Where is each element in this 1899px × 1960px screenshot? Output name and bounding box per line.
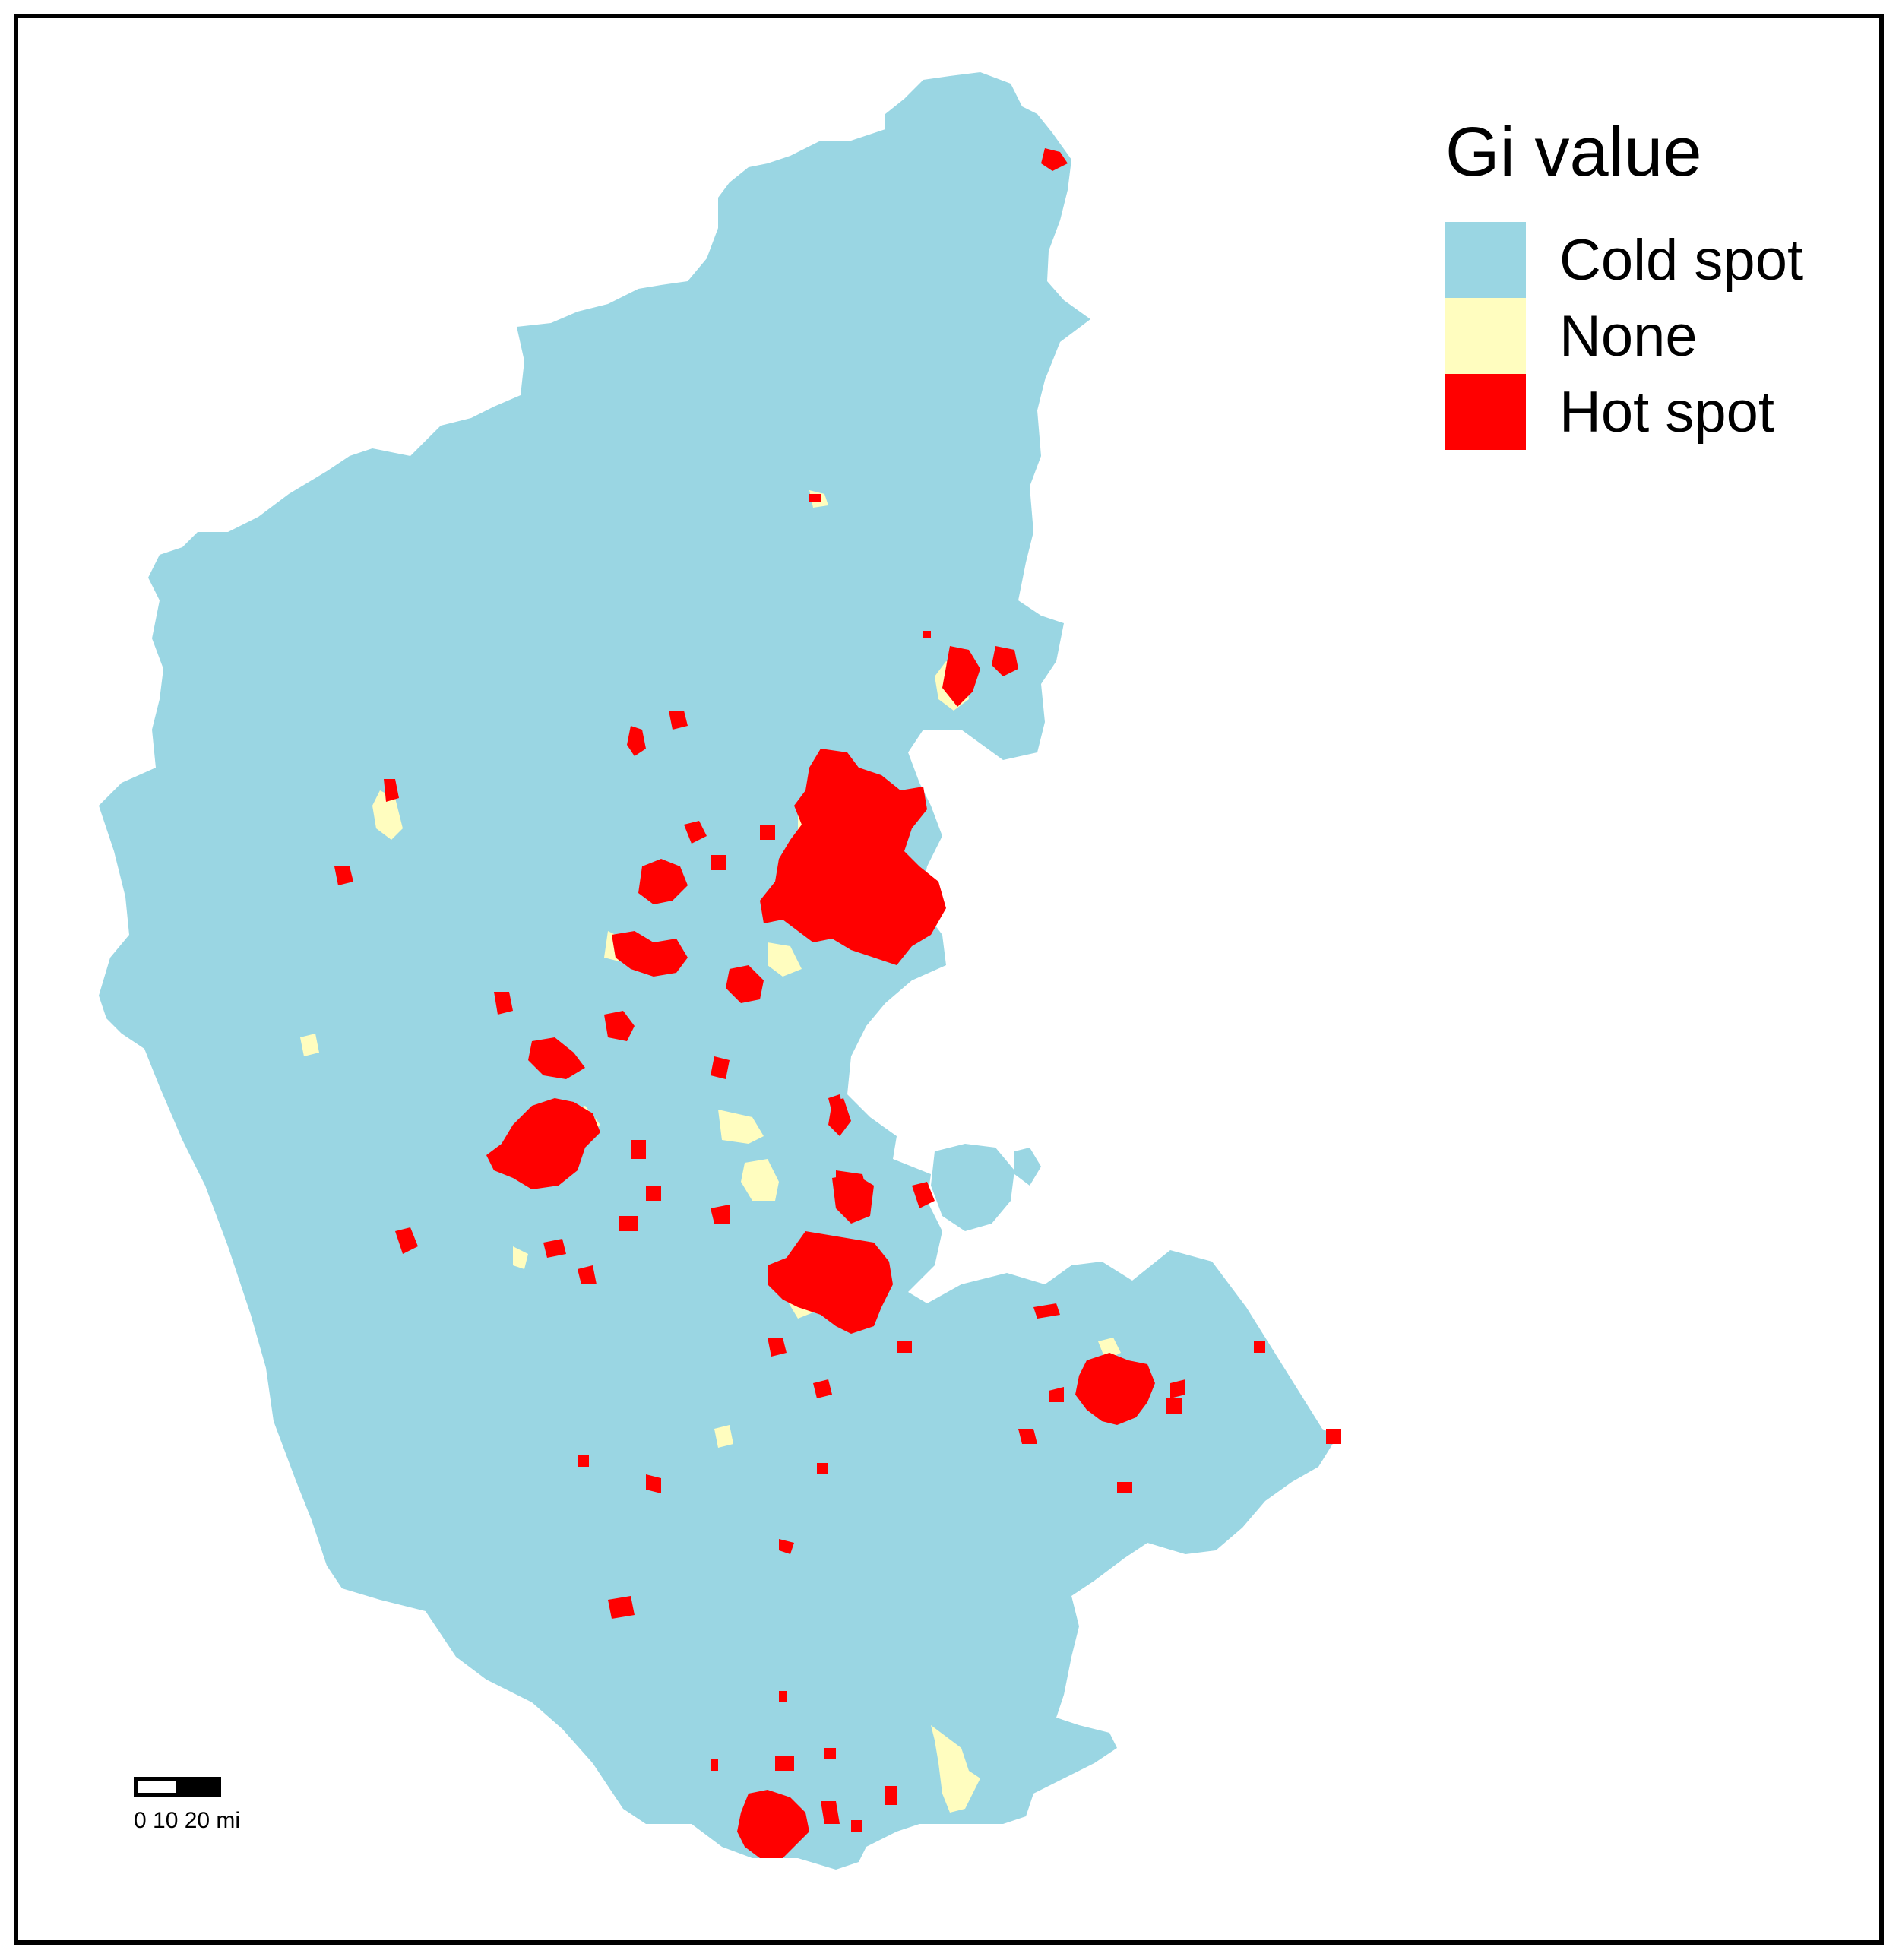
cold-spot-region: [99, 72, 1337, 1870]
hot-spot-cluster-south: [737, 1790, 809, 1858]
legend-swatch-cold-spot: [1445, 222, 1526, 298]
hot-spot-patch: [334, 866, 353, 885]
hot-spot-patch: [1033, 1303, 1060, 1319]
hot-spot-patch: [395, 1227, 418, 1254]
hot-spot-patch: [631, 1140, 646, 1159]
legend-item-hot-spot: Hot spot: [1445, 374, 1871, 450]
hot-spot-patch: [1018, 1429, 1037, 1444]
hot-spot-patch: [885, 1786, 897, 1805]
hot-spot-patch: [824, 1748, 836, 1759]
hot-spot-patch: [646, 1474, 661, 1493]
hot-spot-patch: [711, 1205, 730, 1224]
hot-spot-patch: [612, 931, 688, 977]
hot-spot-patch: [1170, 1379, 1185, 1398]
legend-item-none: None: [1445, 298, 1871, 374]
hot-spot-patch: [836, 1170, 870, 1216]
hot-spot-patch: [779, 1691, 787, 1702]
none-patch: [768, 942, 802, 977]
hot-spot-patch: [828, 1094, 843, 1113]
hot-spot-patch: [619, 1216, 638, 1231]
cold-spot-enclave: [1014, 1148, 1041, 1186]
hot-spot-patch: [627, 726, 646, 756]
hot-spot-patch: [1117, 1482, 1132, 1493]
hot-spot-patch: [1041, 148, 1068, 171]
scale-bar-labels: 0 10 20 mi: [134, 1808, 241, 1833]
hot-spot-patch: [1326, 1429, 1341, 1444]
scale-bar-segment-black: [176, 1777, 221, 1797]
hot-spot-patch: [1254, 1341, 1265, 1353]
hot-spot-patch: [851, 1820, 862, 1832]
hot-spot-patch: [578, 1265, 597, 1284]
none-patch: [372, 790, 403, 840]
hot-spot-patch: [912, 1182, 935, 1208]
hot-spot-patch: [775, 1756, 794, 1771]
none-patch: [718, 1110, 764, 1144]
legend-title: Gi value: [1445, 113, 1702, 191]
scale-bar: 0 10 20 mi: [134, 1777, 301, 1838]
hot-spot-patch: [711, 855, 726, 870]
hot-spot-cluster-east: [1075, 1353, 1155, 1425]
hot-spot-patch: [809, 494, 821, 502]
hot-spot-cluster-south-central: [768, 1231, 893, 1334]
hot-spot-patch: [711, 1759, 718, 1771]
hot-spot-patch: [543, 1239, 566, 1258]
hot-spot-patch: [768, 1338, 787, 1357]
cold-spot-enclave: [931, 1144, 1014, 1231]
legend-item-cold-spot: Cold spot: [1445, 222, 1871, 298]
legend-label-cold-spot: Cold spot: [1559, 228, 1804, 293]
hot-spot-patch: [813, 1379, 832, 1398]
legend: Gi value Cold spot None Hot spot: [1436, 106, 1862, 456]
none-patch: [931, 1725, 980, 1813]
hot-spot-patch: [817, 1463, 828, 1474]
hot-spot-patch: [384, 779, 399, 802]
hot-spot-patch: [923, 631, 931, 638]
none-patch: [513, 1246, 528, 1269]
hot-spot-patch: [578, 1455, 589, 1467]
hot-spot-patch: [608, 1596, 635, 1619]
hot-spot-cluster-central: [760, 749, 946, 965]
none-patch: [300, 1034, 319, 1056]
hot-spot-patch: [494, 992, 513, 1015]
hot-spot-patch: [992, 646, 1018, 676]
hot-spot-patch: [779, 1539, 794, 1554]
hot-spot-regions: [334, 148, 1341, 1858]
scale-bar-segment-white: [134, 1777, 179, 1797]
legend-swatch-hot-spot: [1445, 374, 1526, 450]
hot-spot-patch: [897, 1341, 912, 1353]
hot-spot-patch: [1049, 1387, 1064, 1402]
hot-spot-patch: [711, 1056, 730, 1079]
hot-spot-patch: [604, 1011, 635, 1041]
none-patch: [714, 1425, 733, 1448]
hot-spot-cluster-northwest: [638, 859, 688, 904]
hot-spot-patch: [684, 821, 707, 844]
hot-spot-patch: [821, 1801, 840, 1824]
hot-spot-cluster-west-2: [528, 1037, 585, 1079]
hot-spot-patch: [1166, 1398, 1182, 1414]
hot-spot-patch: [646, 1186, 661, 1201]
hot-spot-patch: [942, 646, 980, 707]
hot-spot-patch: [669, 711, 688, 730]
hot-spot-patch: [760, 825, 775, 840]
legend-swatch-none: [1445, 298, 1526, 374]
hot-spot-cluster-west: [486, 1098, 600, 1189]
hot-spot-patch: [726, 965, 764, 1003]
none-patch: [741, 1159, 779, 1201]
legend-label-none: None: [1559, 304, 1698, 369]
legend-label-hot-spot: Hot spot: [1559, 380, 1775, 445]
